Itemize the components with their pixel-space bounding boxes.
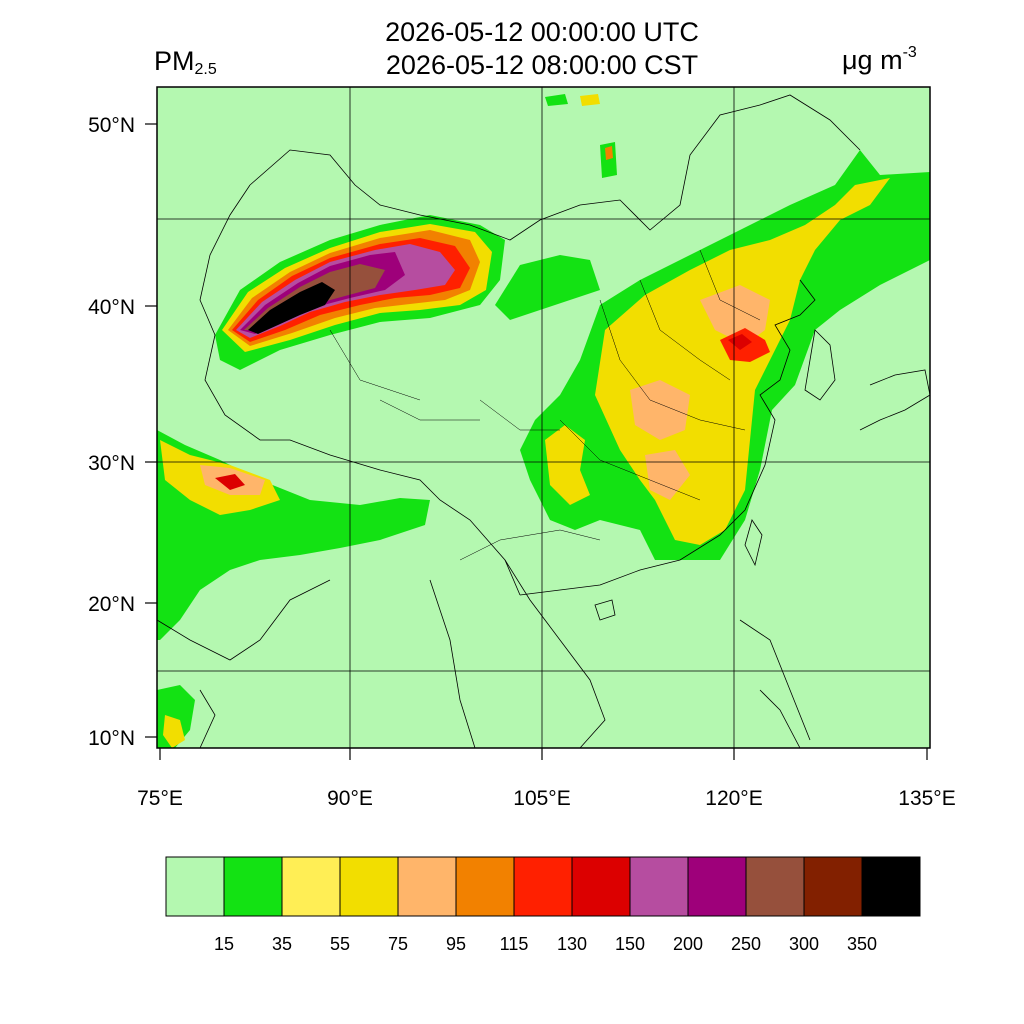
unit-exponent: -3	[902, 44, 917, 61]
china-border-north	[249, 94, 861, 241]
lat-label-10: 10°N	[88, 727, 135, 750]
taklamakan-black	[248, 282, 335, 334]
variable-name: PM	[154, 46, 195, 76]
philippines-outline	[739, 619, 811, 748]
colorbar-box-1	[223, 856, 283, 917]
ne-green-patch-2	[495, 255, 600, 320]
japan-outline	[859, 369, 930, 431]
dust-speck-4	[605, 146, 613, 160]
colorbar-box-8	[629, 856, 689, 917]
colorbar-label-15: 15	[214, 934, 234, 954]
lon-label-90: 90°E	[327, 787, 373, 810]
map-graticule	[157, 87, 930, 748]
colorbar-label-95: 95	[446, 934, 466, 954]
india-coast	[157, 579, 331, 748]
title-cst-time: 2026-05-12 08:00:00 CST	[385, 50, 699, 80]
variable-subscript: 2.5	[194, 61, 217, 78]
dust-speck-1	[545, 94, 568, 106]
colorbar-label-150: 150	[615, 934, 645, 954]
orange-patch-central	[645, 450, 690, 500]
china-border-west	[199, 184, 521, 596]
indochina-outline	[429, 559, 606, 748]
hainan-outline	[594, 599, 616, 621]
dust-speck-2	[580, 94, 600, 106]
taiwan-outline	[744, 519, 763, 567]
colorbar-label-55: 55	[330, 934, 350, 954]
map-boundaries	[157, 94, 930, 748]
title-utc-time: 2026-05-12 00:00:00 UTC	[385, 17, 699, 47]
colorbar-box-4	[397, 856, 457, 917]
coastline-east-china	[519, 279, 816, 596]
lat-label-30: 30°N	[88, 452, 135, 475]
lat-label-40: 40°N	[88, 296, 135, 319]
india-south-yellow	[163, 715, 185, 748]
colorbar-label-75: 75	[388, 934, 408, 954]
colorbar-box-2	[281, 856, 341, 917]
map-frame	[156, 86, 931, 749]
variable-label: PM2.5	[154, 46, 217, 79]
colorbar-box-0	[165, 856, 225, 917]
dust-speck-3	[600, 142, 617, 178]
colorbar-label-130: 130	[557, 934, 587, 954]
colorbar-label-300: 300	[789, 934, 819, 954]
colorbar-box-6	[513, 856, 573, 917]
lat-label-20: 20°N	[88, 593, 135, 616]
colorbar-box-3	[339, 856, 399, 917]
yellow-patch-sichuan	[545, 425, 590, 505]
unit-name: μg m	[842, 45, 903, 75]
colorbar-label-250: 250	[731, 934, 761, 954]
colorbar-labels: 15 35 55 75 95 115 130 150 200 250 300 350	[214, 934, 877, 954]
colorbar-box-11	[803, 856, 863, 917]
orange-patch-north	[700, 285, 770, 345]
colorbar-box-5	[455, 856, 515, 917]
colorbar-label-35: 35	[272, 934, 292, 954]
south-asia-red	[215, 474, 245, 490]
colorbar-box-10	[745, 856, 805, 917]
korea-outline	[804, 329, 836, 401]
lon-label-105: 105°E	[513, 787, 570, 810]
colorbar-label-200: 200	[673, 934, 703, 954]
colorbar-label-350: 350	[847, 934, 877, 954]
lon-label-135: 135°E	[898, 787, 955, 810]
lat-label-50: 50°N	[88, 114, 135, 137]
lon-label-75: 75°E	[137, 787, 183, 810]
colorbar-label-115: 115	[500, 934, 529, 954]
colorbar-box-12	[861, 856, 921, 917]
concentration-contours	[157, 94, 930, 748]
lon-label-120: 120°E	[705, 787, 762, 810]
orange-patch-south	[630, 380, 690, 440]
colorbar-box-9	[687, 856, 747, 917]
province-lines	[329, 249, 761, 561]
colorbar-boxes	[165, 856, 921, 917]
axis-ticks	[145, 123, 928, 760]
colorbar-box-7	[571, 856, 631, 917]
unit-label: μg m-3	[842, 44, 917, 76]
